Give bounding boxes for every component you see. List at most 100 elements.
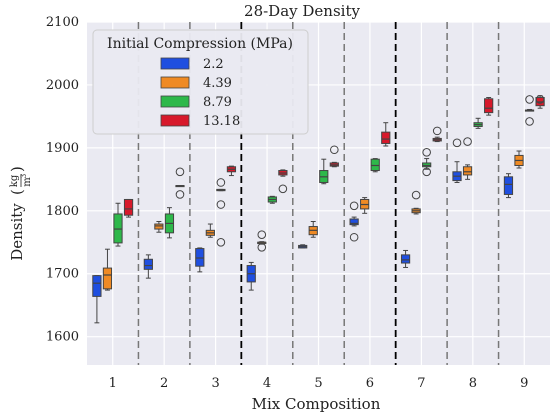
outlier-point [175,190,185,199]
box-body [195,248,205,267]
box-4.39-mix-9 [514,150,524,169]
box-2.2-mix-8 [452,138,462,183]
box-8.79-mix-9 [524,95,535,126]
y-tick-label: 1600 [46,330,79,345]
y-tick-labels: 1600 1700 1800 1900 2000 2100 [46,15,79,345]
outlier-point [349,232,359,242]
box-8.79-mix-1 [113,202,123,247]
legend-swatch [160,114,190,127]
box-13.18-mix-1 [123,198,134,218]
y-axis-label: Density ( kg m 3 ) [8,166,33,261]
legend-entry-label: 2.2 [203,57,224,72]
legend-swatch [160,95,190,108]
legend-swatch [160,57,190,70]
outlier-point [278,184,288,194]
outlier-point [525,95,534,104]
box-body [400,254,411,264]
box-body [154,223,164,230]
outlier-point [216,200,226,209]
box-13.18-mix-9 [535,95,545,109]
legend-entry-label: 8.79 [203,95,232,110]
outlier-point [525,117,534,126]
box-8.79-mix-4 [267,195,277,204]
box-2.2-mix-6 [349,201,359,242]
box-body [484,98,494,114]
y-unit-denominator: m [22,177,33,187]
y-tick-label: 2000 [46,78,79,93]
box-4.39-mix-2 [154,221,164,233]
x-tick-label: 8 [469,376,477,391]
legend-entry-label: 13.18 [203,114,240,129]
svg-text:): ) [8,166,26,172]
outlier-point [463,137,472,146]
outlier-point [432,126,442,136]
x-axis-label: Mix Composition [252,395,381,413]
legend-entry-label: 4.39 [203,76,232,91]
box-13.18-mix-2 [175,167,185,199]
box-4.39-mix-3 [205,223,215,238]
box-2.2-mix-2 [143,254,153,279]
x-tick-labels: 1 2 3 4 5 6 7 8 9 [109,376,529,391]
outlier-point [330,145,339,155]
box-2.2-mix-1 [92,275,102,324]
outlier-point [349,201,359,211]
outlier-point [411,190,421,200]
chart-title: 28-Day Density [244,2,360,20]
box-4.39-mix-1 [102,248,113,291]
box-body [370,158,380,172]
box-body [143,258,153,270]
outlier-point [535,95,545,104]
legend: Initial Compression (MPa) 2.2 4.39 8.79 13.… [92,29,309,135]
box-body [462,166,473,176]
box-2.2-mix-3 [195,247,205,273]
box-8.79-mix-3 [216,178,226,247]
box-8.79-mix-7 [422,147,432,177]
x-tick-label: 6 [366,376,374,391]
y-unit-exponent: 3 [20,174,28,178]
box-2.2-mix-7 [400,249,411,268]
box-13.18-mix-5 [329,145,339,168]
box-13.18-mix-7 [432,126,442,143]
box-body [102,267,113,290]
box-8.79-mix-6 [370,158,380,173]
box-4.39-mix-4 [257,230,267,252]
box-13.18-mix-3 [226,165,237,177]
box-8.79-mix-8 [473,117,483,129]
legend-title: Initial Compression (MPa) [107,36,293,52]
y-unit-numerator: kg [9,174,20,187]
x-tick-label: 4 [263,376,271,391]
box-body [92,275,102,297]
box-body [113,213,123,244]
y-tick-label: 1900 [46,141,79,156]
legend-swatch [160,76,190,89]
x-tick-label: 7 [417,376,425,391]
box-4.39-mix-5 [308,221,318,238]
box-13.18-mix-4 [278,169,288,194]
x-tick-label: 5 [314,376,322,391]
box-2.2-mix-4 [246,261,256,291]
x-tick-label: 2 [160,376,168,391]
outlier-point [422,147,431,157]
box-series [92,95,545,324]
box-2.2-mix-5 [298,244,308,249]
box-body [503,176,514,195]
x-tick-label: 9 [520,376,528,391]
box-4.39-mix-8 [462,137,473,180]
box-body [349,218,359,226]
y-tick-label: 2100 [46,15,79,30]
box-4.39-mix-7 [411,190,421,215]
outlier-point [257,230,267,240]
x-tick-label: 3 [211,376,219,391]
box-2.2-mix-9 [503,173,514,199]
outlier-point [216,178,226,187]
y-tick-label: 1800 [46,204,79,219]
outlier-point [257,243,267,252]
box-13.18-mix-8 [484,97,494,116]
x-tick-label: 1 [109,376,117,391]
svg-text:(: ( [8,189,26,195]
outlier-point [422,167,431,177]
box-8.79-mix-2 [164,207,175,239]
box-13.18-mix-6 [381,122,391,147]
box-body [123,198,134,216]
